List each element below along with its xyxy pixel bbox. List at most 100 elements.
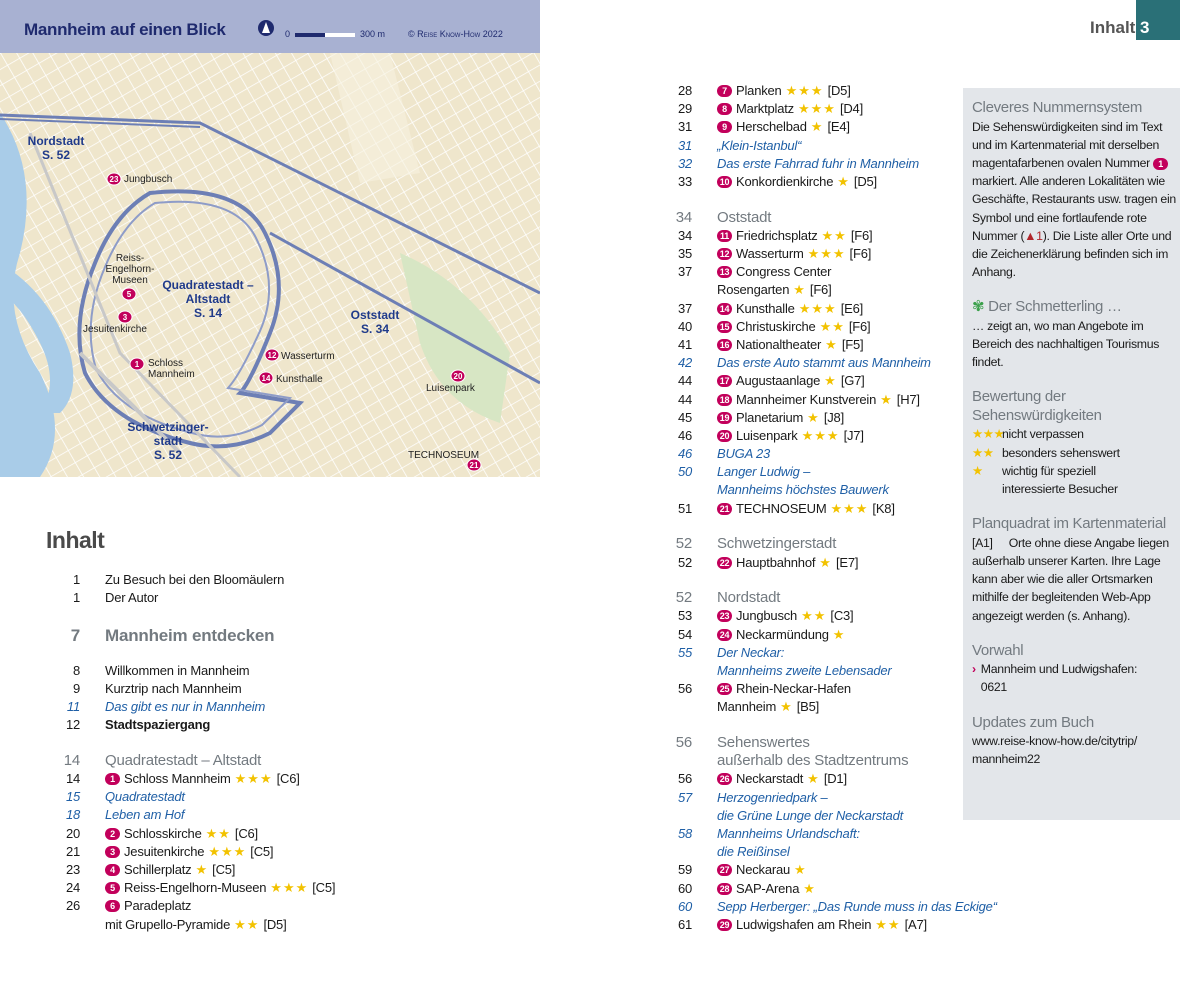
star-rating: ★★ — [234, 916, 260, 932]
page-ref: 15 — [65, 789, 80, 805]
toc-entry[interactable]: 46 20 Luisenpark ★★★ [J7] — [664, 427, 964, 445]
star-rating: ★★★ — [234, 771, 273, 786]
map-badge-12[interactable]: 12 — [264, 348, 280, 362]
toc-section[interactable]: 7 Mannheim entdecken — [52, 627, 372, 645]
toc-entry[interactable]: 55 Der Neckar: — [664, 644, 964, 662]
toc-entry[interactable]: Mannheims höchstes Bauwerk — [664, 481, 964, 499]
toc-entry[interactable]: 33 10 Konkordienkirche ★ [D5] — [664, 173, 964, 191]
red-marker-icon: ▲ — [1024, 228, 1037, 243]
toc-entry[interactable]: 12 Stadtspaziergang — [52, 716, 372, 734]
sight-number-badge: 11 — [717, 229, 732, 242]
toc-entry[interactable]: 21 3 Jesuitenkirche ★★★ [C5] — [52, 843, 372, 861]
toc-entry[interactable]: 20 2 Schlosskirche ★★ [C6] — [52, 825, 372, 843]
entry-title: Zu Besuch bei den Bloomäulern — [105, 572, 285, 587]
toc-entry[interactable]: 35 12 Wasserturm ★★★ [F6] — [664, 245, 964, 263]
grid-ref: [E7] — [835, 554, 859, 570]
toc-entry[interactable]: 26 6 Paradeplatz — [52, 897, 372, 915]
toc-entry[interactable]: 61 29 Ludwigshafen am Rhein ★★ [A7] — [664, 916, 964, 934]
toc-entry[interactable]: 56 26 Neckarstadt ★ [D1] — [664, 770, 964, 788]
toc-entry[interactable]: 46 BUGA 23 — [664, 445, 964, 463]
sight-number-badge: 27 — [717, 864, 732, 877]
toc-entry[interactable]: 15 Quadratestadt — [52, 788, 372, 806]
toc-entry[interactable]: 28 7 Planken ★★★ [D5] — [664, 82, 964, 100]
toc-entry[interactable]: 11 Das gibt es nur in Mannheim — [52, 698, 372, 716]
toc-entry[interactable]: 37 13 Congress Center — [664, 263, 964, 281]
toc-section[interactable]: 52 Nordstadt — [664, 589, 964, 607]
toc-entry[interactable]: 59 27 Neckarau ★ — [664, 861, 964, 879]
map-badge-1[interactable]: 1 — [129, 357, 145, 371]
copyright: © Reise Know-How 2022 — [408, 29, 503, 39]
toc-entry[interactable]: 18 Leben am Hof — [52, 806, 372, 824]
toc-entry[interactable]: 14 1 Schloss Mannheim ★★★ [C6] — [52, 770, 372, 788]
toc-section[interactable]: 34 Oststadt — [664, 209, 964, 227]
toc-entry[interactable]: 60 28 SAP-Arena ★ — [664, 880, 964, 898]
entry-title: Luisenpark — [736, 427, 798, 443]
toc-entry[interactable]: Rosengarten ★ [F6] — [664, 281, 964, 299]
toc-section[interactable]: 52 Schwetzingerstadt — [664, 535, 964, 553]
toc-entry[interactable]: 1 Zu Besuch bei den Bloomäulern — [52, 571, 372, 589]
updates-link[interactable]: www.reise-know-how.de/citytrip/ mannheim… — [972, 734, 1137, 767]
toc-left-column: 1 Zu Besuch bei den Bloomäulern 1 Der Autor… — [52, 571, 372, 934]
page-ref: 44 — [677, 373, 692, 389]
entry-title: Mannheim entdecken — [105, 626, 275, 646]
entry-title: Der Neckar: — [717, 644, 785, 660]
entry-title: Der Autor — [105, 590, 159, 606]
toc-entry[interactable]: 57 Herzogenriedpark – — [664, 789, 964, 807]
toc-entry[interactable]: die Reißinsel — [664, 843, 964, 861]
page-ref — [664, 481, 692, 499]
toc-entry[interactable]: 56 25 Rhein-Neckar-Hafen — [664, 680, 964, 698]
map-badge-3[interactable]: 3 — [117, 310, 133, 324]
toc-entry[interactable]: 29 8 Marktplatz ★★★ [D4] — [664, 100, 964, 118]
running-header: Inhalt — [1090, 18, 1136, 37]
toc-entry[interactable]: 51 21 TECHNOSEUM ★★★ [K8] — [664, 500, 964, 518]
toc-entry[interactable]: 31 9 Herschelbad ★ [E4] — [664, 118, 964, 136]
sight-number-badge: 15 — [717, 320, 732, 333]
toc-entry[interactable]: 53 23 Jungbusch ★★ [C3] — [664, 607, 964, 625]
map-badge-21[interactable]: 21 — [466, 458, 482, 472]
toc-entry[interactable]: 32 Das erste Fahrrad fuhr in Mannheim — [664, 155, 964, 173]
toc-entry[interactable]: außerhalb des Stadtzentrums — [664, 752, 964, 770]
page-ref — [664, 698, 692, 716]
toc-entry[interactable]: 50 Langer Ludwig – — [664, 463, 964, 481]
toc-entry[interactable]: die Grüne Lunge der Neckarstadt — [664, 807, 964, 825]
label-quadratestadt-2: Altstadt — [186, 292, 231, 306]
toc-entry[interactable]: 24 5 Reiss-Engelhorn-Museen ★★★ [C5] — [52, 879, 372, 897]
page-ref: 21 — [65, 843, 80, 859]
map-badge-20[interactable]: 20 — [450, 369, 466, 383]
toc-entry[interactable]: 40 15 Christuskirche ★★ [F6] — [664, 318, 964, 336]
toc-entry[interactable]: 44 17 Augustaanlage ★ [G7] — [664, 372, 964, 390]
entry-title: Hauptbahnhof — [736, 554, 816, 570]
page-ref: 28 — [677, 83, 692, 98]
page-ref: 45 — [677, 409, 692, 425]
grid-ref: [E4] — [827, 119, 850, 135]
toc-entry[interactable]: 23 4 Schillerplatz ★ [C5] — [52, 861, 372, 879]
page-ref: 34 — [675, 208, 692, 226]
map-badge-14[interactable]: 14 — [258, 371, 274, 385]
toc-entry[interactable]: Mannheim ★ [B5] — [664, 698, 964, 716]
toc-entry[interactable]: 41 16 Nationaltheater ★ [F5] — [664, 336, 964, 354]
toc-entry[interactable]: 31 „Klein-Istanbul“ — [664, 137, 964, 155]
toc-entry[interactable]: mit Grupello-Pyramide ★★ [D5] — [52, 916, 372, 934]
map-badge-5[interactable]: 5 — [121, 287, 137, 301]
toc-entry[interactable]: 8 Willkommen in Mannheim — [52, 662, 372, 680]
entry-title: Das erste Fahrrad fuhr in Mannheim — [717, 155, 920, 171]
toc-entry[interactable]: 42 Das erste Auto stammt aus Mannheim — [664, 354, 964, 372]
toc-entry[interactable]: 34 11 Friedrichsplatz ★★ [F6] — [664, 227, 964, 245]
toc-section[interactable]: 56 Sehenswertes — [664, 734, 964, 752]
map-badge-23[interactable]: 23 — [106, 172, 122, 186]
toc-entry[interactable]: 44 18 Mannheimer Kunstverein ★ [H7] — [664, 391, 964, 409]
toc-entry[interactable]: Mannheims zweite Lebensader — [664, 662, 964, 680]
toc-entry[interactable]: 9 Kurztrip nach Mannheim — [52, 680, 372, 698]
toc-entry[interactable]: 52 22 Hauptbahnhof ★ [E7] — [664, 554, 964, 572]
toc-entry[interactable]: 1 Der Autor — [52, 589, 372, 607]
grid-ref: [C5] — [250, 843, 274, 859]
svg-text:12: 12 — [268, 351, 277, 360]
grid-ref: [J7] — [843, 427, 864, 443]
toc-entry[interactable]: 60 Sepp Herberger: „Das Runde muss in das… — [664, 898, 997, 916]
rating-3: ★★★ nicht verpassen — [972, 427, 1084, 442]
toc-entry[interactable]: 58 Mannheims Urlandschaft: — [664, 825, 964, 843]
toc-entry[interactable]: 45 19 Planetarium ★ [J8] — [664, 409, 964, 427]
toc-entry[interactable]: 54 24 Neckarmündung ★ — [664, 626, 964, 644]
toc-entry[interactable]: 37 14 Kunsthalle ★★★ [E6] — [664, 300, 964, 318]
toc-section[interactable]: 14 Quadratestadt – Altstadt — [52, 752, 372, 770]
